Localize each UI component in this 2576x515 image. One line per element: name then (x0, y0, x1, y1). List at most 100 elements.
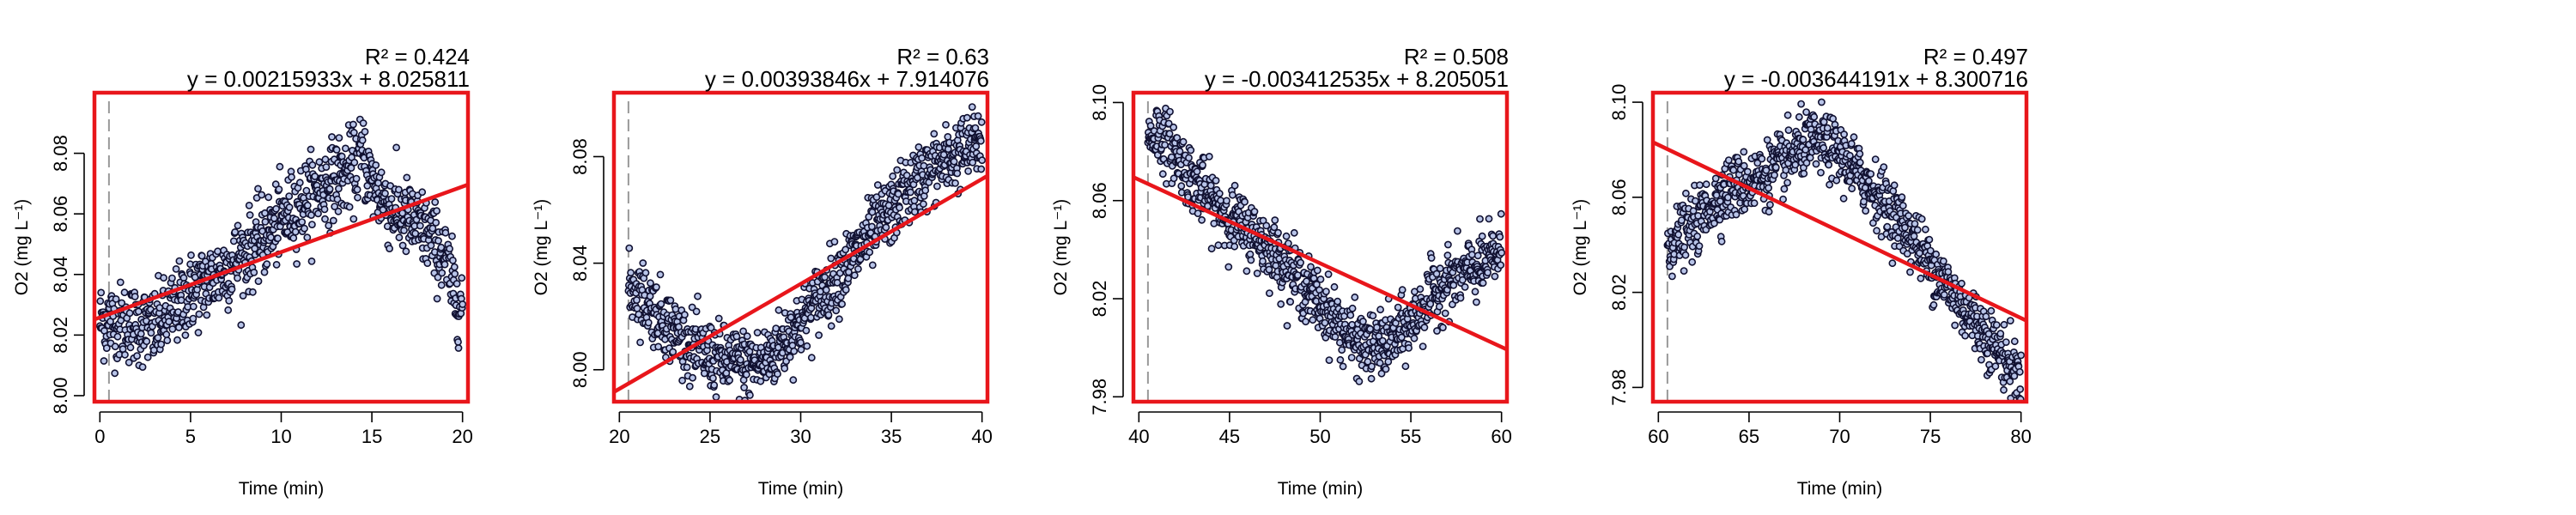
y-tick-label: 8.02 (1089, 281, 1110, 318)
data-point (1313, 266, 1321, 275)
data-point (1903, 250, 1911, 258)
data-points (624, 103, 987, 402)
data-point (285, 192, 294, 200)
data-point (971, 124, 980, 132)
chart-panel-3: 40 45 50 55 60 Time (min) 7.98 8.02 8.06 8.10 O2 (… (1051, 44, 1512, 499)
data-point (2010, 337, 2019, 346)
data-point (803, 342, 811, 350)
data-point (1347, 354, 1356, 361)
data-point (1783, 179, 1791, 187)
data-point (1146, 122, 1155, 130)
data-point (187, 251, 195, 259)
data-point (245, 201, 253, 209)
data-point (964, 167, 972, 175)
data-point (116, 278, 125, 287)
data-point (349, 129, 358, 136)
y-tick-label: 8.06 (50, 196, 71, 233)
data-point (125, 309, 134, 318)
data-point (827, 254, 835, 263)
data-point (250, 268, 258, 276)
data-point (1176, 147, 1184, 155)
data-point (270, 214, 278, 222)
data-point (1364, 357, 1372, 366)
data-point (1473, 251, 1482, 260)
data-point (1906, 268, 1914, 276)
data-point (689, 373, 696, 382)
data-point (1398, 286, 1406, 294)
data-point (1262, 221, 1271, 230)
data-point (231, 227, 240, 236)
y-axis-label: O2 (mg L⁻¹) (12, 199, 32, 296)
x-axis-label: Time (min) (1797, 479, 1883, 499)
data-point (1910, 232, 1918, 240)
data-point (264, 193, 273, 202)
data-point (1185, 154, 1193, 162)
y-tick-label: 8.10 (1089, 84, 1110, 121)
data-point (1898, 193, 1906, 202)
data-point (1436, 264, 1444, 273)
data-point (1432, 270, 1441, 278)
data-point (263, 260, 271, 269)
data-point (1283, 322, 1291, 330)
x-tick-label: 20 (452, 426, 472, 447)
data-point (228, 285, 236, 294)
data-point (167, 274, 176, 282)
data-point (1765, 184, 1772, 192)
regression-equation: y = -0.003412535x + 8.205051 (1205, 66, 1509, 92)
data-points (1144, 104, 1506, 385)
data-point (173, 336, 181, 344)
data-point (921, 186, 930, 195)
data-point (1992, 321, 2001, 329)
data-point (1845, 151, 1854, 160)
data-point (2000, 320, 2008, 329)
data-point (1443, 251, 1452, 259)
chart-panel-1: 0 5 10 15 20 Time (min) 8.00 8.02 8.04 8.06 8.08 O2… (12, 44, 473, 499)
data-point (395, 233, 404, 242)
data-point (1229, 191, 1236, 199)
data-point (1929, 300, 1938, 309)
data-point (215, 294, 223, 302)
data-point (1230, 242, 1239, 251)
data-point (977, 165, 986, 173)
data-point (683, 363, 691, 372)
data-point (1454, 227, 1461, 235)
data-point (700, 369, 708, 378)
data-point (1982, 312, 1990, 321)
data-point (1750, 199, 1759, 208)
data-point (1741, 205, 1749, 214)
data-point (334, 207, 343, 215)
data-point (1823, 124, 1832, 132)
data-point (427, 241, 435, 250)
data-point (392, 143, 400, 152)
data-point (976, 136, 985, 145)
x-tick-label: 35 (881, 426, 902, 447)
x-axis-label: Time (min) (239, 479, 325, 499)
data-point (1783, 111, 1792, 119)
data-point (301, 224, 308, 233)
data-point (1832, 176, 1841, 185)
data-point (131, 293, 139, 300)
data-point (740, 384, 748, 391)
x-tick-label: 60 (1648, 426, 1668, 447)
data-point (627, 269, 635, 277)
data-point (446, 245, 453, 253)
data-point (403, 173, 411, 182)
data-point (969, 158, 977, 167)
data-point (454, 337, 462, 346)
data-point (1253, 270, 1261, 277)
data-point (781, 364, 789, 373)
data-point (1223, 197, 1230, 205)
data-point (350, 158, 359, 167)
data-point (866, 248, 874, 257)
data-point (914, 142, 923, 151)
data-point (1433, 327, 1441, 335)
data-point (1890, 181, 1899, 190)
data-point (1847, 139, 1856, 148)
data-point (448, 232, 456, 240)
data-point (440, 260, 449, 269)
data-point (633, 296, 641, 304)
x-tick-label: 60 (1491, 426, 1511, 447)
data-point (1692, 197, 1699, 205)
data-point (1420, 324, 1429, 331)
